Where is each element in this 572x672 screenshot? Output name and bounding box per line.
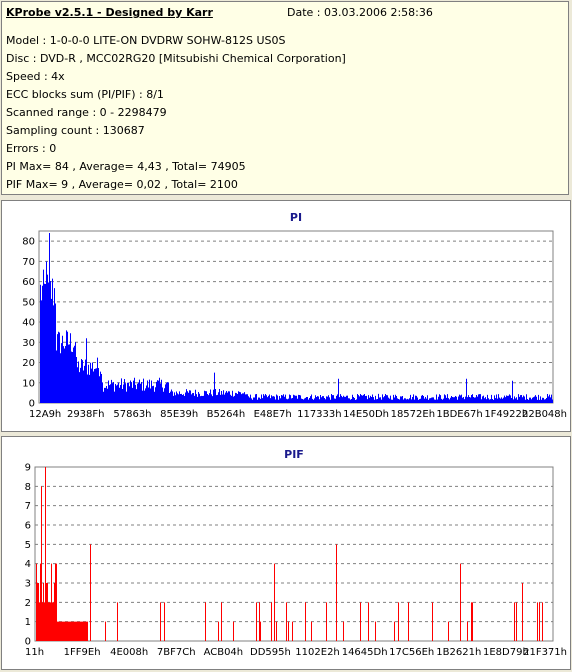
scan-date: Date : 03.03.2006 2:58:36 bbox=[287, 6, 433, 19]
pif-x-tick-label: 1102E2h bbox=[295, 647, 339, 658]
range-line: Scanned range : 0 - 2298479 bbox=[6, 106, 167, 119]
sampling-line: Sampling count : 130687 bbox=[6, 124, 145, 137]
errors-line: Errors : 0 bbox=[6, 142, 57, 155]
pif-x-tick-label: 4E008h bbox=[110, 647, 148, 658]
pi-y-tick-label: 30 bbox=[22, 338, 35, 349]
pif-y-tick-label: 1 bbox=[25, 617, 31, 628]
pi-x-tick-label: 57863h bbox=[113, 409, 151, 420]
pi-y-tick-label: 70 bbox=[22, 257, 35, 268]
pif-y-tick-label: 6 bbox=[25, 521, 31, 532]
pif-x-tick-label: 1FF9Eh bbox=[64, 647, 101, 658]
pif-chart-panel: PIF 0 1 2 3 4 5 6 7 8 9 11h 1FF9Eh 4E008h 7BF7Ch ACB04h… bbox=[1, 436, 571, 670]
pif-x-tick-label: 21F371h bbox=[523, 647, 567, 658]
pif-y-tick-label: 9 bbox=[25, 463, 31, 474]
pi-summary-line: PI Max= 84 , Average= 4,43 , Total= 7490… bbox=[6, 160, 246, 173]
pi-y-tick-label: 80 bbox=[22, 237, 35, 248]
pi-x-tick-label: 12A9h bbox=[29, 409, 61, 420]
pif-y-tick-label: 4 bbox=[25, 559, 31, 570]
disc-line: Disc : DVD-R , MCC02RG20 [Mitsubishi Che… bbox=[6, 52, 346, 65]
pif-x-tick-label: DD595h bbox=[250, 647, 291, 658]
pif-x-tick-label: 1B2621h bbox=[436, 647, 481, 658]
pi-chart: PI 0 10 20 30 40 50 60 70 80 12A9h 2938Fh 57863h 85E3… bbox=[22, 211, 567, 420]
pi-x-tick-label: 2938Fh bbox=[67, 409, 105, 420]
pif-x-tick-label: 17C56Eh bbox=[389, 647, 434, 658]
speed-line: Speed : 4x bbox=[6, 70, 65, 83]
pif-chart-title: PIF bbox=[284, 448, 304, 461]
pi-x-tick-label: E48E7h bbox=[254, 409, 292, 420]
pi-chart-title: PI bbox=[290, 211, 302, 224]
pi-x-tick-label: 14E50Dh bbox=[343, 409, 389, 420]
pif-plot-area bbox=[34, 466, 554, 642]
info-panel: KProbe v2.5.1 - Designed by Karr Date : … bbox=[1, 1, 569, 195]
pi-y-tick-label: 10 bbox=[22, 378, 35, 389]
ecc-line: ECC blocks sum (PI/PIF) : 8/1 bbox=[6, 88, 164, 101]
app-title: KProbe v2.5.1 - Designed by Karr bbox=[6, 6, 213, 19]
pi-y-tick-label: 50 bbox=[22, 297, 35, 308]
model-line: Model : 1-0-0-0 LITE-ON DVDRW SOHW-812S … bbox=[6, 34, 286, 47]
pi-x-tick-label: 18572Eh bbox=[391, 409, 435, 420]
pi-x-tick-label: B5264h bbox=[207, 409, 246, 420]
pif-summary-line: PIF Max= 9 , Average= 0,02 , Total= 2100 bbox=[6, 178, 238, 191]
pif-x-tick-label: 11h bbox=[25, 647, 44, 658]
pif-chart: PIF 0 1 2 3 4 5 6 7 8 9 11h 1FF9Eh 4E008h 7BF7Ch ACB04h… bbox=[25, 448, 567, 658]
pi-x-tick-label: 1BDE67h bbox=[436, 409, 482, 420]
pif-x-tick-label: 1E8D79h bbox=[483, 647, 529, 658]
pif-y-tick-label: 0 bbox=[25, 637, 31, 648]
pif-x-tick-label: 14645Dh bbox=[342, 647, 388, 658]
pif-y-tick-label: 2 bbox=[25, 598, 31, 609]
pi-plot-area bbox=[38, 230, 554, 404]
pif-x-tick-label: 7BF7Ch bbox=[157, 647, 196, 658]
pi-y-tick-label: 20 bbox=[22, 358, 35, 369]
pi-y-tick-label: 0 bbox=[29, 399, 35, 410]
pi-x-tick-label: 85E39h bbox=[160, 409, 198, 420]
pi-x-tick-label: 1F4922h bbox=[484, 409, 528, 420]
pif-y-tick-label: 5 bbox=[25, 540, 31, 551]
pif-x-tick-label: ACB04h bbox=[204, 647, 244, 658]
pi-x-tick-label: 117333h bbox=[297, 409, 342, 420]
pif-y-tick-label: 3 bbox=[25, 579, 31, 590]
pi-y-tick-label: 40 bbox=[22, 318, 35, 329]
pif-y-tick-label: 8 bbox=[25, 482, 31, 493]
pif-y-tick-label: 7 bbox=[25, 501, 31, 512]
pi-chart-panel: PI 0 10 20 30 40 50 60 70 80 12A9h 2938Fh 57863h 85E3… bbox=[1, 200, 571, 432]
pi-x-tick-label: 22B048h bbox=[522, 409, 567, 420]
pi-y-tick-label: 60 bbox=[22, 277, 35, 288]
